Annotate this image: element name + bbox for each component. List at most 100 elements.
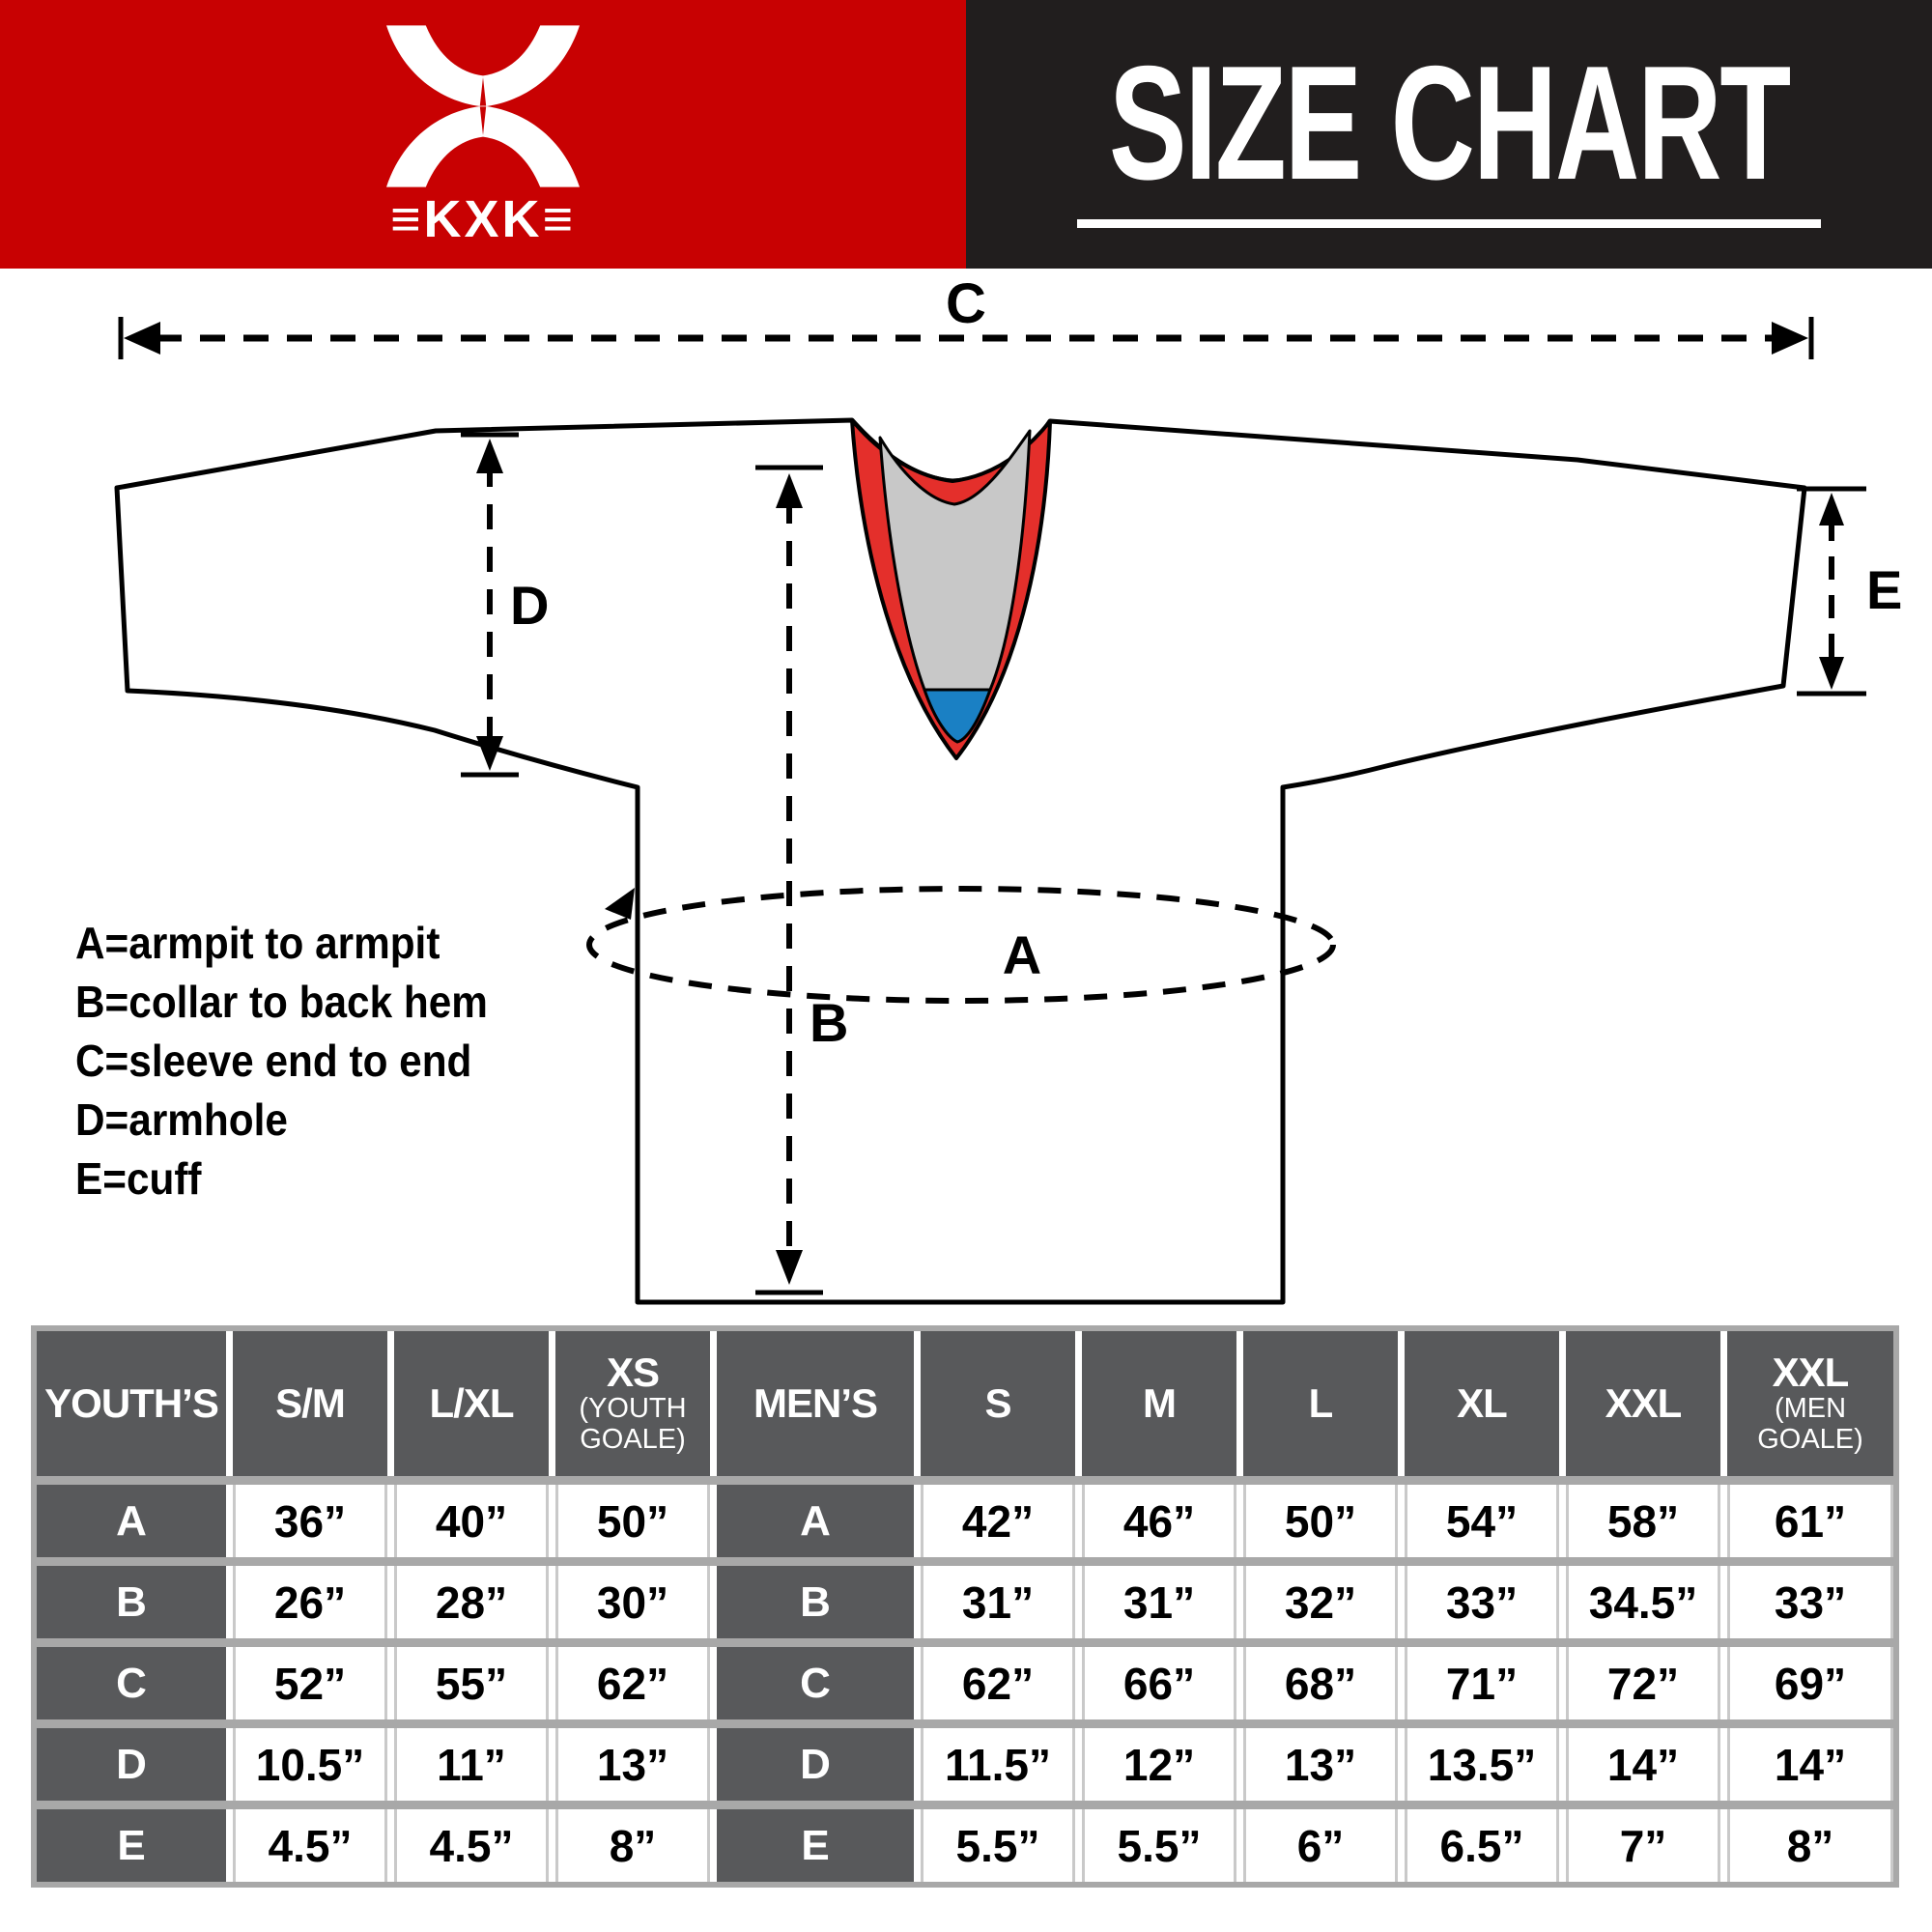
label-b: B (810, 992, 848, 1053)
table-cell: 14” (1727, 1728, 1893, 1801)
row-label: D (717, 1728, 914, 1801)
table-cell: 33” (1405, 1566, 1559, 1638)
table-cell: 42” (921, 1485, 1075, 1557)
table-cell: 50” (1243, 1485, 1398, 1557)
table-cell: 7” (1566, 1809, 1720, 1882)
brand-wordmark: ≡KXK≡ (389, 190, 577, 248)
table-cell: 50” (555, 1485, 710, 1557)
legend-line-b: B=collar to back hem (75, 977, 488, 1027)
row-label: A (37, 1485, 226, 1557)
table-cell: 28” (394, 1566, 549, 1638)
table-cell: 46” (1082, 1485, 1236, 1557)
table-cell: 61” (1727, 1485, 1893, 1557)
row-label: E (37, 1809, 226, 1882)
table-row-d: D 10.5” 11” 13” D 11.5” 12” 13” 13.5” 14… (37, 1728, 1893, 1801)
collar-blue-insert (923, 688, 992, 744)
column-header: S/M (233, 1331, 387, 1476)
table-cell: 58” (1566, 1485, 1720, 1557)
table-cell: 66” (1082, 1647, 1236, 1719)
column-header: M (1082, 1331, 1236, 1476)
legend-line-a: A=armpit to armpit (75, 918, 440, 968)
table-cell: 12” (1082, 1728, 1236, 1801)
table-cell: 71” (1405, 1647, 1559, 1719)
table-cell: 31” (1082, 1566, 1236, 1638)
label-e: E (1866, 559, 1902, 620)
table-cell: 30” (555, 1566, 710, 1638)
row-label: A (717, 1485, 914, 1557)
dimension-a-ellipse (586, 886, 1336, 1004)
title-underline (1077, 218, 1821, 228)
table-row-a: A 36” 40” 50” A 42” 46” 50” 54” 58” 61” (37, 1485, 1893, 1557)
table-cell: 14” (1566, 1728, 1720, 1801)
column-header: L (1243, 1331, 1398, 1476)
legend-line-c: C=sleeve end to end (75, 1036, 472, 1086)
table-header-row: YOUTH’S S/M L/XL XS (YOUTH GOALE) MEN’S S… (37, 1331, 1893, 1476)
dimension-d (461, 432, 519, 778)
table-cell: 31” (921, 1566, 1075, 1638)
table-cell: 8” (555, 1809, 710, 1882)
jersey-measurement-diagram: C D E A (0, 269, 1932, 1325)
table-cell: 10.5” (233, 1728, 387, 1801)
table-row-e: E 4.5” 4.5” 8” E 5.5” 5.5” 6” 6.5” 7” 8” (37, 1809, 1893, 1882)
table-cell: 54” (1405, 1485, 1559, 1557)
column-header: S (921, 1331, 1075, 1476)
table-cell: 52” (233, 1647, 387, 1719)
label-d: D (510, 575, 549, 636)
measurement-legend: A=armpit to armpit B=collar to back hem … (75, 914, 488, 1208)
row-label: B (37, 1566, 226, 1638)
table-cell: 11” (394, 1728, 549, 1801)
youth-section-header: YOUTH’S (37, 1331, 226, 1476)
table-cell: 4.5” (394, 1809, 549, 1882)
men-section-header: MEN’S (717, 1331, 914, 1476)
table-cell: 68” (1243, 1647, 1398, 1719)
table-cell: 32” (1243, 1566, 1398, 1638)
dimension-a-arrowhead (605, 888, 635, 920)
label-a: A (1003, 924, 1041, 985)
table-cell: 6.5” (1405, 1809, 1559, 1882)
dimension-c (118, 317, 1814, 359)
jersey-diagram-svg: C D E A (114, 272, 1902, 1305)
row-label: B (717, 1566, 914, 1638)
table-row-b: B 26” 28” 30” B 31” 31” 32” 33” 34.5” 33… (37, 1566, 1893, 1638)
table-cell: 62” (921, 1647, 1075, 1719)
row-label: C (717, 1647, 914, 1719)
row-label: C (37, 1647, 226, 1719)
column-header: L/XL (394, 1331, 549, 1476)
table-cell: 13” (555, 1728, 710, 1801)
table-cell: 13” (1243, 1728, 1398, 1801)
table-cell: 62” (555, 1647, 710, 1719)
table-cell: 26” (233, 1566, 387, 1638)
table-cell: 5.5” (1082, 1809, 1236, 1882)
table-cell: 69” (1727, 1647, 1893, 1719)
column-header: XXL (1566, 1331, 1720, 1476)
table-cell: 33” (1727, 1566, 1893, 1638)
table-cell: 34.5” (1566, 1566, 1720, 1638)
dimension-b (755, 465, 823, 1295)
column-header: XXL (MEN GOALE) (1727, 1331, 1893, 1476)
collar-inner-gray (878, 429, 1032, 692)
size-table: YOUTH’S S/M L/XL XS (YOUTH GOALE) MEN’S S… (31, 1325, 1899, 1888)
table-cell: 40” (394, 1485, 549, 1557)
title-panel: SIZE CHART (966, 0, 1932, 269)
table-cell: 11.5” (921, 1728, 1075, 1801)
column-header: XS (YOUTH GOALE) (555, 1331, 710, 1476)
label-c: C (946, 272, 986, 335)
header-banner: ≡KXK≡ SIZE CHART (0, 0, 1932, 269)
table-cell: 55” (394, 1647, 549, 1719)
table-cell: 5.5” (921, 1809, 1075, 1882)
table-cell: 13.5” (1405, 1728, 1559, 1801)
row-label: E (717, 1809, 914, 1882)
table-cell: 6” (1243, 1809, 1398, 1882)
page-title: SIZE CHART (1108, 31, 1791, 213)
brand-panel: ≡KXK≡ (0, 0, 966, 269)
table-cell: 8” (1727, 1809, 1893, 1882)
legend-line-e: E=cuff (75, 1153, 202, 1204)
dimension-e (1797, 486, 1866, 696)
table-row-c: C 52” 55” 62” C 62” 66” 68” 71” 72” 69” (37, 1647, 1893, 1719)
table-cell: 72” (1566, 1647, 1720, 1719)
column-header: XL (1405, 1331, 1559, 1476)
table-cell: 36” (233, 1485, 387, 1557)
table-cell: 4.5” (233, 1809, 387, 1882)
legend-line-d: D=armhole (75, 1094, 288, 1145)
